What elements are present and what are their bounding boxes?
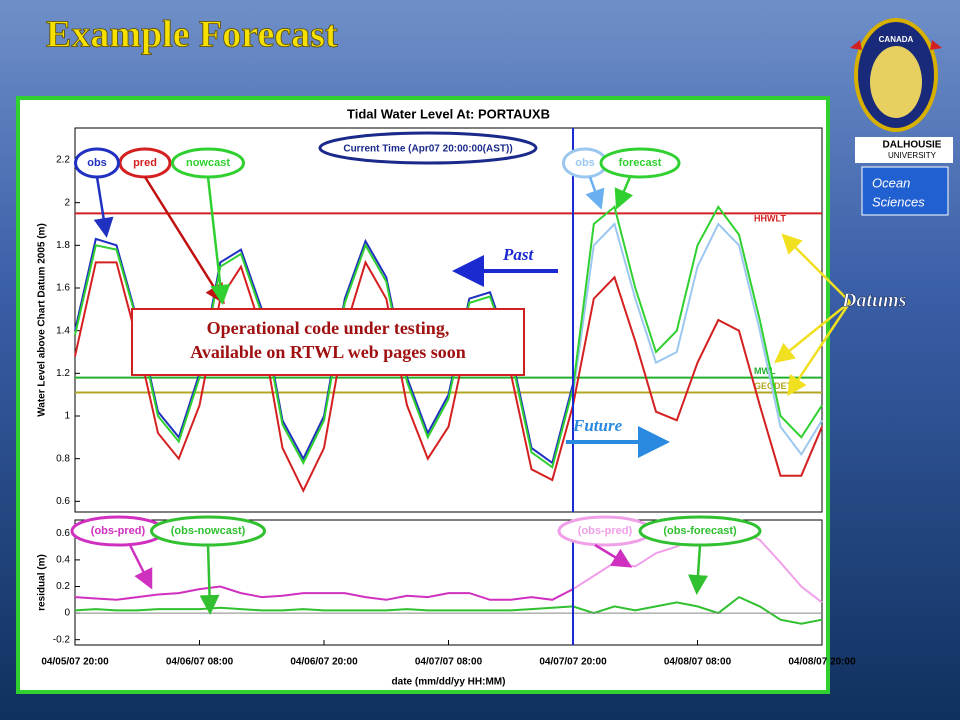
y-tick-label: 2.2 [56,155,70,166]
datum-label: MWL [754,366,776,376]
notice-text: Operational code under testing, [207,318,450,338]
x-tick-label: 04/06/07 08:00 [166,657,234,668]
chart-title: Tidal Water Level At: PORTAUXB [347,106,550,121]
series-line [74,242,574,469]
current-time-label: Current Time (Apr07 20:00:00(AST)) [343,144,512,155]
notice-text: Available on RTWL web pages soon [190,342,466,362]
y-tick-label: -0.2 [53,634,71,645]
datum-label: HHWLT [754,214,786,224]
y-tick-label: 2 [64,197,70,208]
series-line [572,222,823,457]
x-axis-label: date (mm/dd/yy HH:MM) [392,677,506,688]
y-tick-label: 0.8 [56,453,70,464]
series-line [572,595,823,625]
y-tick-label: 0.6 [56,496,70,507]
current-time-ellipse [318,131,538,165]
past-label: Past [502,245,535,264]
callout-arrow [688,544,708,595]
university-logo [855,137,953,163]
y-axis-label: residual (m) [37,554,48,611]
legend-label: (obs-forecast) [663,525,737,537]
university-name: UNIVERSITY [888,151,937,160]
notice-box [131,308,525,376]
y-tick-label: 1.6 [56,283,70,294]
series-line [572,205,823,439]
callout-arrow [128,544,153,590]
overlays: Current Time (Apr07 20:00:00(AST)) Past Fu… [93,131,907,615]
legend-label: obs [87,157,107,169]
x-tick-label: 04/07/07 20:00 [539,657,607,668]
y-axis-label: Water Level above Chart Datum 2005 (m) [37,223,48,417]
datum-pointer [781,233,851,303]
legend-ellipse [599,147,681,179]
x-tick-label: 04/07/07 08:00 [415,657,483,668]
y-tick-label: 1 [64,411,70,422]
datum-pointer [787,301,852,397]
y-tick-label: 1.2 [56,368,70,379]
crest: CANADA [850,18,942,132]
y-tick-label: 0 [64,608,70,619]
callout-arrow [206,176,231,305]
slide-title: Example Forecast [46,14,338,56]
callout-arrow [199,544,220,615]
callout-arrow [143,176,225,305]
x-tick-label: 04/08/07 08:00 [664,657,732,668]
y-tick-label: 1.4 [56,325,70,336]
legend-label: nowcast [186,157,230,169]
department-name: Ocean [872,175,910,190]
university-name: DALHOUSIE [883,140,942,151]
department-name: Sciences [872,194,925,209]
charts: Tidal Water Level At: PORTAUXB 0.6 0.8 1 1.2… [37,106,856,687]
datums-label: Datums [841,290,907,312]
department-box [861,166,949,216]
x-tick-label: 04/05/07 20:00 [41,657,109,668]
callout-arrow [585,176,605,210]
legend-label: obs [575,157,595,169]
datum-label: GEODETIC [754,381,802,391]
legend-label: (obs-nowcast) [171,525,246,537]
series-line [74,605,574,612]
y-tick-label: 1.8 [56,240,70,251]
legend-label: (obs-pred) [578,525,633,537]
series-line [74,585,574,601]
crest-text: CANADA [879,35,914,44]
future-label: Future [572,416,623,435]
callout-arrow [614,176,634,210]
y-tick-label: 0.6 [56,528,70,539]
legend-label: forecast [619,157,662,169]
legend-label: (obs-pred) [91,525,146,537]
datum-pointer [774,301,851,364]
legend-label: pred [133,157,157,169]
series-line [74,259,823,493]
y-tick-label: 0.4 [56,555,70,566]
x-tick-label: 04/08/07 20:00 [788,657,856,668]
callout-arrow [93,176,114,238]
y-tick-label: 0.2 [56,581,70,592]
callout-arrow [594,543,633,568]
x-tick-label: 04/06/07 20:00 [290,657,358,668]
